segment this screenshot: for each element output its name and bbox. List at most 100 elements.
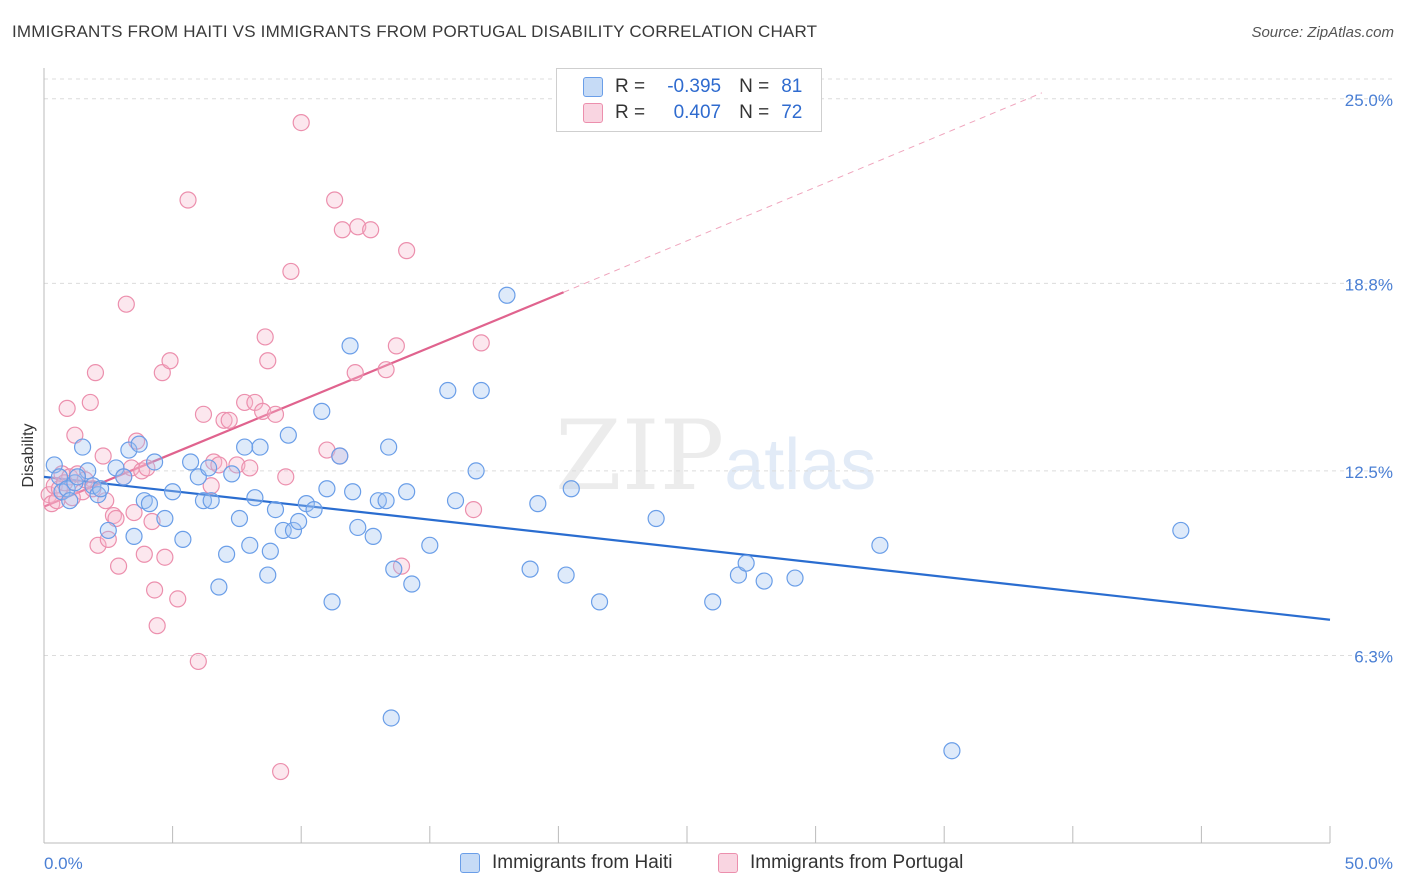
portugal-point	[169, 590, 187, 608]
portugal-point	[81, 393, 99, 412]
haiti-point	[521, 560, 539, 578]
portugal-point	[256, 328, 274, 346]
haiti-point	[529, 495, 547, 513]
portugal-point	[189, 652, 207, 671]
portugal-point	[272, 762, 290, 781]
portugal-point	[266, 405, 285, 423]
haiti-point	[135, 492, 153, 510]
portugal-point	[153, 364, 171, 382]
portugal-r-value: 0.407	[673, 102, 722, 123]
haiti-point	[284, 521, 303, 540]
portugal-point	[215, 411, 233, 429]
haiti-point	[755, 572, 773, 590]
y-tick-label: 12.5%	[1345, 463, 1393, 482]
haiti-point	[261, 542, 279, 560]
portugal-point	[362, 221, 380, 239]
haiti-trend-line	[43, 475, 1331, 621]
haiti-point	[382, 709, 400, 727]
portugal-trend-line	[43, 291, 564, 508]
portugal-point	[349, 218, 367, 236]
source-label: Source: ZipAtlas.com	[1251, 24, 1394, 41]
portugal-point	[107, 509, 125, 528]
portugal-legend-swatch	[718, 853, 738, 873]
haiti-point	[331, 447, 349, 465]
portugal-point	[156, 548, 174, 566]
haiti-point	[398, 483, 416, 501]
portugal-point	[210, 456, 228, 474]
haiti-point	[91, 480, 110, 498]
haiti-n-value: 81	[781, 76, 803, 97]
haiti-point	[145, 453, 164, 471]
portugal-point	[292, 114, 310, 132]
haiti-point	[344, 483, 362, 501]
haiti-point	[156, 509, 174, 528]
haiti-point	[218, 545, 236, 563]
legend-row-portugal: R = 0.407 N = 72	[557, 100, 802, 126]
haiti-point	[251, 438, 269, 456]
haiti-point	[236, 438, 254, 456]
haiti-points	[45, 286, 1190, 760]
haiti-r-value: -0.395	[667, 76, 722, 97]
portugal-point	[228, 456, 246, 474]
y-tick-label: 6.3%	[1354, 647, 1393, 666]
portugal-point	[63, 489, 81, 507]
y-tick-label: 25.0%	[1345, 91, 1393, 110]
haiti-point	[140, 495, 159, 513]
portugal-n-label: N =	[739, 102, 770, 123]
axes	[43, 68, 1331, 844]
haiti-n-label: N =	[739, 76, 770, 97]
haiti-point	[1172, 521, 1190, 540]
haiti-point	[467, 462, 485, 480]
watermark-atlas: atlas	[724, 425, 877, 505]
haiti-point	[403, 575, 421, 593]
portugal-point	[377, 361, 395, 379]
haiti-point	[115, 468, 133, 486]
grid	[44, 78, 1395, 656]
portugal-point	[387, 337, 405, 355]
haiti-point	[385, 560, 403, 578]
portugal-point	[89, 536, 107, 554]
portugal-point	[86, 364, 105, 382]
haiti-point	[446, 492, 465, 510]
haiti-point	[290, 512, 308, 531]
haiti-point	[472, 381, 490, 400]
x-tick-label-min: 0.0%	[44, 854, 83, 873]
haiti-point	[241, 536, 259, 554]
portugal-point	[346, 364, 364, 382]
bottom-legend-portugal: Immigrants from Portugal	[718, 852, 963, 874]
haiti-point	[871, 536, 889, 554]
haiti-point	[562, 480, 580, 498]
portugal-point	[143, 512, 161, 531]
haiti-point	[313, 402, 331, 420]
haiti-point	[323, 593, 341, 611]
portugal-point	[179, 191, 197, 209]
haiti-point	[130, 435, 148, 453]
portugal-point	[194, 405, 213, 423]
haiti-point	[99, 521, 117, 540]
portugal-point	[464, 500, 483, 519]
legend-row-haiti: R = -0.395 N = 81	[557, 74, 802, 100]
haiti-point	[73, 438, 92, 456]
correlation-legend: R = -0.395 N = 81 R = 0.407 N = 72	[556, 68, 822, 132]
portugal-point	[66, 426, 84, 444]
portugal-point	[117, 295, 135, 313]
portugal-legend-label: Immigrants from Portugal	[750, 852, 964, 873]
haiti-point	[61, 492, 79, 510]
portugal-point	[326, 191, 344, 209]
haiti-point	[704, 593, 722, 611]
portugal-point	[148, 617, 166, 635]
haiti-point	[557, 566, 575, 584]
axis-labels: 6.3% 12.5% 18.8% 25.0% 0.0% 50.0% Disability	[20, 91, 1393, 873]
haiti-swatch	[583, 77, 603, 97]
portugal-point	[333, 221, 351, 239]
haiti-legend-swatch	[460, 853, 480, 873]
portugal-swatch	[583, 103, 603, 123]
haiti-point	[786, 569, 804, 587]
x-tick-label-max: 50.0%	[1345, 854, 1393, 873]
haiti-point	[200, 459, 218, 477]
portugal-point	[161, 352, 179, 370]
haiti-point	[125, 527, 143, 545]
haiti-point	[647, 509, 665, 528]
haiti-point	[737, 554, 755, 572]
portugal-point	[58, 399, 76, 417]
